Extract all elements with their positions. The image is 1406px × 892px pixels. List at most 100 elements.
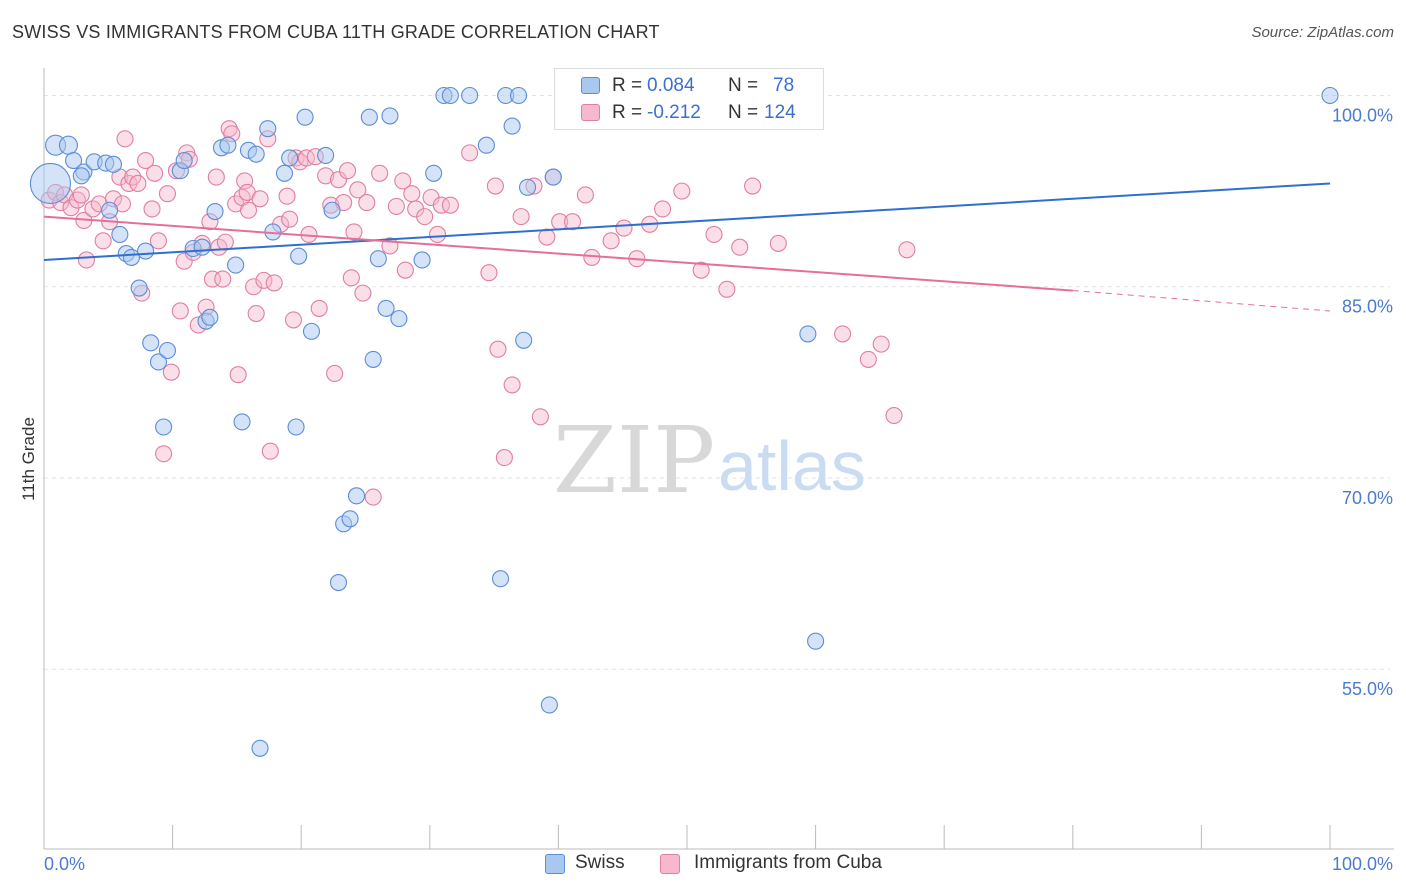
data-point-cuba xyxy=(251,190,269,208)
data-point-swiss xyxy=(369,250,387,268)
data-point-cuba xyxy=(744,177,762,195)
data-point-swiss xyxy=(360,108,378,126)
data-point-cuba xyxy=(338,162,357,180)
data-point-cuba xyxy=(495,449,513,467)
data-point-cuba xyxy=(310,299,328,317)
data-point-cuba xyxy=(531,408,549,426)
legend-r-value: -0.212 xyxy=(647,102,701,123)
legend-n-label: N = xyxy=(728,75,759,96)
data-point-cuba xyxy=(203,270,222,288)
data-point-cuba xyxy=(872,335,890,353)
data-point-cuba xyxy=(265,274,283,292)
data-point-swiss xyxy=(323,201,341,219)
data-point-cuba xyxy=(673,182,691,200)
data-point-cuba xyxy=(281,210,299,228)
legend-label-cuba: Immigrants from Cuba xyxy=(694,852,882,873)
data-point-swiss xyxy=(219,136,237,154)
data-point-swiss xyxy=(259,120,277,138)
data-point-swiss xyxy=(425,164,443,182)
data-point-swiss xyxy=(275,164,294,182)
watermark-zip: ZIP xyxy=(553,407,715,514)
data-point-cuba xyxy=(731,238,749,256)
data-point-cuba xyxy=(207,168,225,186)
data-point-swiss xyxy=(390,310,408,328)
data-point-cuba xyxy=(175,252,193,270)
data-point-cuba xyxy=(898,241,916,259)
data-point-swiss xyxy=(799,325,817,343)
y-tick-label: 70.0% xyxy=(1342,488,1393,508)
data-point-cuba xyxy=(220,120,238,138)
data-point-swiss xyxy=(233,413,251,431)
data-point-swiss xyxy=(142,334,160,352)
data-point-swiss xyxy=(101,201,119,219)
legend-n-value: 124 xyxy=(764,102,796,123)
data-point-cuba xyxy=(387,197,405,215)
legend-row-swiss: R = 0.084 N = 78 xyxy=(555,73,823,99)
data-point-cuba xyxy=(441,196,459,214)
data-point-swiss xyxy=(381,107,399,125)
data-point-cuba xyxy=(342,269,360,287)
data-point-cuba xyxy=(503,376,521,394)
data-point-swiss xyxy=(201,308,219,326)
data-point-cuba xyxy=(615,219,633,237)
data-point-cuba xyxy=(94,232,112,250)
data-point-cuba xyxy=(345,223,363,241)
data-point-swiss xyxy=(281,149,299,167)
data-point-swiss xyxy=(477,136,495,154)
chart-source: Source: ZipAtlas.com xyxy=(1251,24,1394,41)
data-point-cuba xyxy=(216,233,234,251)
data-point-cuba xyxy=(149,232,168,250)
data-point-cuba xyxy=(583,248,601,266)
data-point-cuba xyxy=(317,167,335,185)
data-point-cuba xyxy=(116,130,134,148)
y-tick-label: 55.0% xyxy=(1342,679,1393,699)
data-point-swiss xyxy=(65,151,83,170)
x-tick-label: 0.0% xyxy=(44,854,85,874)
axes xyxy=(43,68,1394,850)
data-point-cuba xyxy=(146,164,164,182)
data-point-cuba xyxy=(538,228,556,246)
trend-lines xyxy=(43,182,1331,312)
watermark: ZIP atlas xyxy=(553,407,866,514)
data-point-swiss xyxy=(122,248,140,266)
data-point-cuba xyxy=(239,201,258,219)
x-tick-label: 100.0% xyxy=(1332,854,1393,874)
data-point-cuba xyxy=(278,187,296,205)
data-point-cuba xyxy=(329,171,348,189)
y-tick-label: 100.0% xyxy=(1332,105,1393,125)
data-point-swiss xyxy=(58,135,78,155)
data-point-cuba xyxy=(486,177,504,195)
data-point-cuba xyxy=(563,213,582,231)
data-point-swiss xyxy=(515,331,533,349)
data-point-swiss xyxy=(290,247,308,265)
data-point-cuba xyxy=(261,442,279,460)
data-point-swiss xyxy=(251,739,269,757)
data-point-cuba xyxy=(602,232,620,250)
legend-swatch-swiss xyxy=(545,854,565,874)
data-point-cuba xyxy=(247,304,265,323)
data-point-swiss xyxy=(364,350,382,368)
data-point-swiss xyxy=(175,151,193,170)
data-point-swiss xyxy=(149,353,168,371)
data-point-swiss xyxy=(807,632,825,650)
data-point-swiss xyxy=(111,225,129,244)
data-point-cuba xyxy=(129,174,147,193)
chart-title: SWISS VS IMMIGRANTS FROM CUBA 11TH GRADE… xyxy=(12,22,660,42)
data-point-swiss xyxy=(518,178,537,196)
legend-r-label: R = xyxy=(612,75,643,96)
legend-swatch-swiss xyxy=(581,77,600,94)
data-point-cuba xyxy=(349,181,367,199)
watermark-atlas: atlas xyxy=(718,427,866,505)
data-point-cuba xyxy=(245,278,263,296)
data-point-cuba xyxy=(718,280,736,298)
data-point-cuba xyxy=(137,151,155,170)
data-point-cuba xyxy=(214,270,232,288)
legend-label-swiss: Swiss xyxy=(575,852,625,873)
data-point-swiss xyxy=(72,167,90,185)
data-point-swiss xyxy=(155,418,173,436)
data-point-swiss xyxy=(341,510,359,528)
data-point-swiss xyxy=(104,155,122,173)
data-point-cuba xyxy=(576,186,594,204)
y-tick-label: 85.0% xyxy=(1342,297,1393,317)
data-point-swiss xyxy=(302,322,321,340)
